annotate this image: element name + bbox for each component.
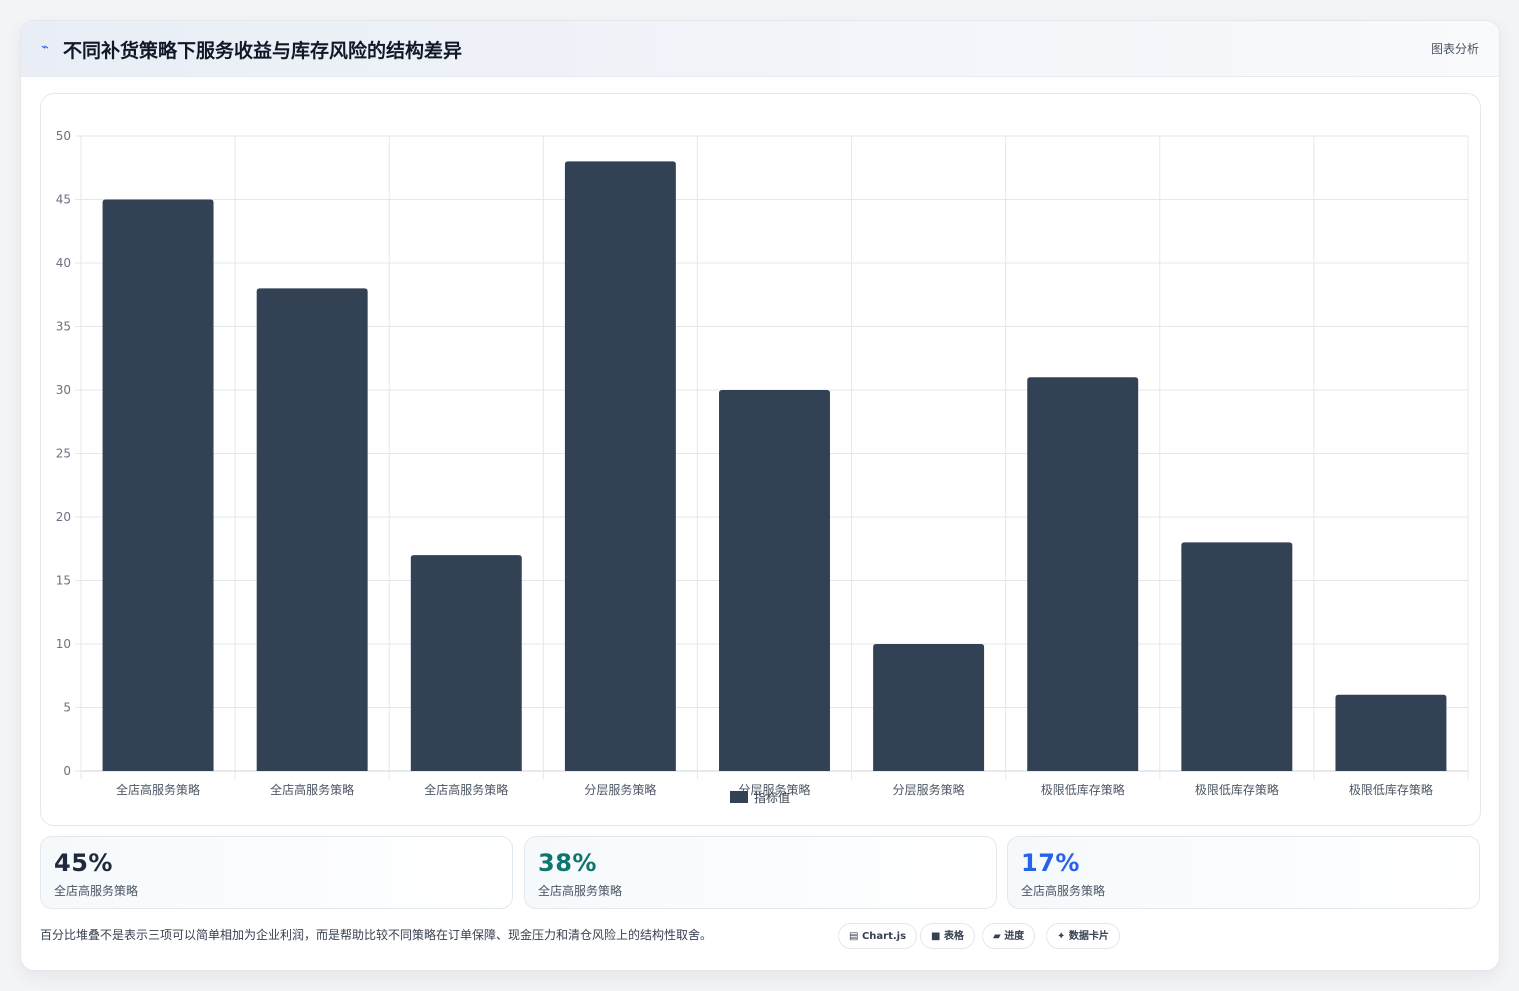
sparkle-icon: ✦ [1057,931,1066,942]
y-tick-label: 5 [63,701,71,715]
footnote: 百分比堆叠不是表示三项可以简单相加为企业利润，而是帮助比较不同策略在订单保障、现… [40,928,713,942]
chip-table[interactable]: ■ 表格 [920,923,975,949]
bar[interactable] [1027,377,1139,771]
chip-data-card[interactable]: ✦ 数据卡片 [1046,923,1120,949]
x-tick-label: 全店高服务策略 [270,782,354,797]
x-tick-label: 全店高服务策略 [116,782,200,797]
chart-icon: ▤ [849,931,859,942]
stat-card-2: 38% 全店高服务策略 [524,836,997,909]
y-tick-label: 50 [56,129,71,143]
y-tick-label: 20 [56,510,71,524]
bar[interactable] [719,390,830,771]
chart-analysis-label: 图表分析 [1430,42,1479,56]
bar[interactable] [873,644,985,771]
stat-card-1: 45% 全店高服务策略 [40,836,513,909]
x-tick-label: 极限低库存策略 [1041,782,1125,797]
x-tick-label: 分层服务策略 [893,782,965,797]
y-axis-ticks: 0 5 10 15 20 25 30 35 40 45 50 [56,129,71,778]
chart-line-icon: ⌁ [41,40,49,55]
bar[interactable] [102,199,214,772]
bar[interactable] [410,555,522,771]
y-tick-label: 0 [63,764,71,778]
legend-swatch[interactable] [730,791,748,803]
bar[interactable] [564,161,676,771]
y-tick-label: 15 [56,574,71,588]
legend-label[interactable]: 指标值 [754,790,790,805]
chip-label: 表格 [943,931,964,942]
y-tick-label: 35 [56,320,71,334]
y-tick-label: 30 [56,383,71,397]
stat-label: 全店高服务策略 [1021,884,1106,898]
stat-label: 全店高服务策略 [54,884,139,898]
bars [102,161,1447,772]
x-tick-label: 分层服务策略 [738,782,810,797]
chart-panel: 0 5 10 15 20 25 30 35 40 45 50 全店高服务策略 全店高服务策略 全店高服务… [40,93,1481,826]
stat-value: 45% [54,849,113,877]
chip-progress[interactable]: ▰ 进度 [982,923,1036,949]
y-tick-label: 25 [56,447,71,461]
stat-value: 38% [538,849,597,877]
y-tick-label: 40 [56,256,71,270]
chip-chartjs[interactable]: ▤ Chart.js [838,923,918,949]
chip-label: Chart.js [861,931,907,942]
x-axis-ticks: 全店高服务策略 全店高服务策略 全店高服务策略 分层服务策略 分层服务策略 分层服务策略 极… [116,782,1433,797]
page-title: 不同补货策略下服务收益与库存风险的结构差异 [63,40,463,62]
y-tick-label: 45 [56,193,71,207]
bar[interactable] [256,288,368,771]
legend: 指标值 [730,790,790,805]
bar[interactable] [1181,542,1293,771]
bar[interactable] [1335,694,1447,771]
chip-label: 进度 [1004,931,1025,942]
chip-label: 数据卡片 [1068,931,1109,942]
stat-card-3: 17% 全店高服务策略 [1007,836,1480,909]
stat-label: 全店高服务策略 [538,884,623,898]
y-tick-label: 10 [56,637,71,651]
dashboard-card: ⌁ 不同补货策略下服务收益与库存风险的结构差异 图表分析 0 5 10 15 20 25 3… [20,20,1500,971]
progress-icon: ▰ [993,931,1001,942]
table-icon: ■ [931,931,941,942]
x-tick-label: 全店高服务策略 [424,782,508,797]
x-tick-label: 极限低库存策略 [1349,782,1433,797]
x-tick-label: 分层服务策略 [584,782,656,797]
x-tick-label: 极限低库存策略 [1195,782,1279,797]
card-header: ⌁ 不同补货策略下服务收益与库存风险的结构差异 图表分析 [21,21,1499,77]
stat-value: 17% [1021,849,1080,877]
